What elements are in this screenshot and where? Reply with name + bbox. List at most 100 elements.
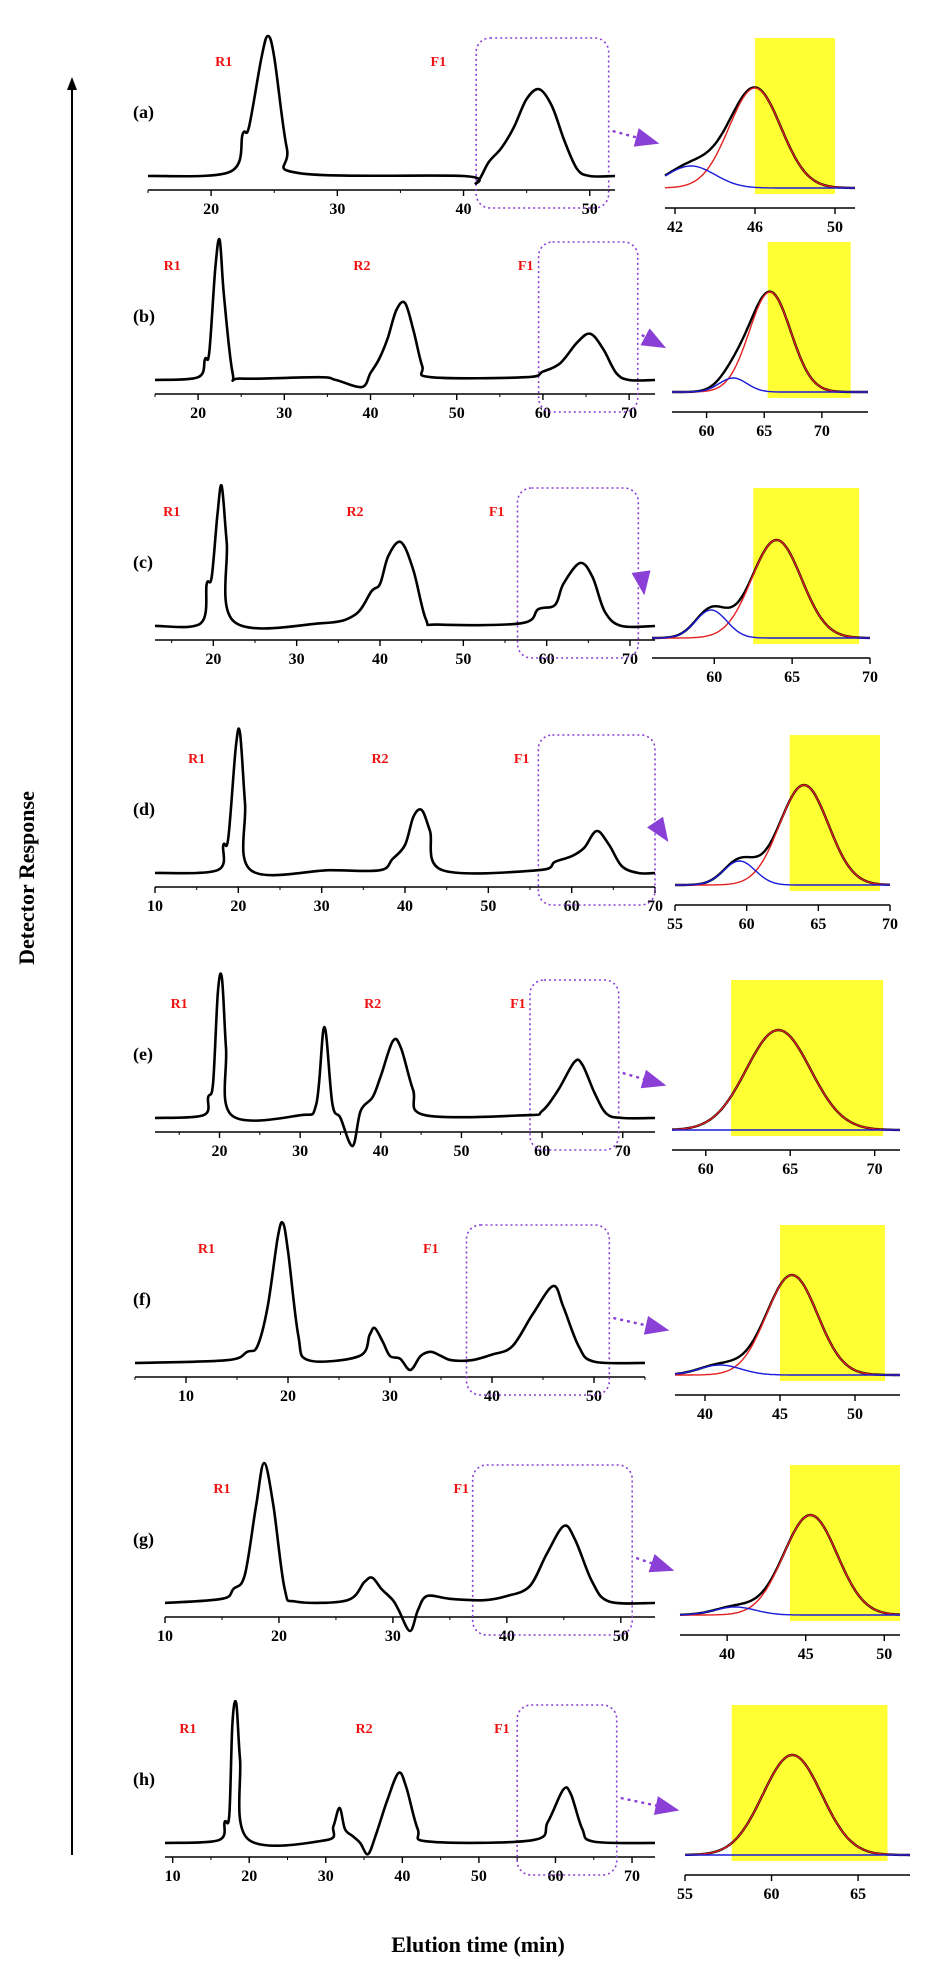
main-tick-label: 60	[564, 898, 580, 915]
main-tick-label: 30	[385, 1628, 401, 1645]
f1-selection-box	[537, 241, 639, 413]
integration-highlight	[789, 735, 880, 891]
inset-tick-label: 65	[784, 669, 800, 686]
inset-blue-fit	[679, 1606, 900, 1616]
main-tick-label: 20	[271, 1628, 287, 1645]
zoom-arrow	[631, 570, 651, 596]
peak-label-f1: F1	[494, 1722, 510, 1737]
x-axis-label: Elution time (min)	[391, 1932, 565, 1957]
peak-label-f1: F1	[423, 1242, 439, 1257]
f1-selection-box	[465, 1224, 611, 1396]
panel-c: (c) 20 30 40 50 60 70 R1 R2 F1 60 65 70	[133, 483, 878, 686]
zoom-arrow	[647, 816, 669, 842]
inset-tick-label: 45	[798, 1646, 814, 1663]
zoom-arrow	[640, 328, 667, 349]
peak-label-r1: R1	[215, 55, 232, 70]
main-tick-label: 10	[178, 1388, 194, 1405]
integration-highlight	[767, 242, 851, 398]
main-tick-label: 10	[157, 1628, 173, 1645]
panel-label: (f)	[133, 1289, 151, 1310]
chromatogram-line	[147, 34, 616, 185]
f1-selection-box	[529, 979, 620, 1151]
inset-red-fit	[684, 1754, 910, 1856]
peak-label-r1: R1	[198, 1242, 215, 1257]
panels-group: (a) 20 30 40 50 R1 F1 42 46 50 (b) 20 30 40 50 60 70 R1 R2…	[133, 34, 910, 1903]
panel-f: (f) 10 20 30 40 50 R1 F1 40 45 50	[133, 1220, 900, 1423]
main-tick-label: 70	[647, 898, 663, 915]
panel-d: (d) 10 20 30 40 50 60 70 R1 R2 F1 55 60 65 70	[133, 727, 898, 933]
inset-red-fit	[671, 1029, 900, 1131]
main-tick-label: 40	[397, 898, 413, 915]
chromatogram-line	[154, 237, 656, 389]
inset-tick-label: 65	[782, 1161, 798, 1178]
inset-tick-label: 50	[876, 1646, 892, 1663]
peak-label-r2: R2	[353, 259, 370, 274]
main-tick-label: 50	[449, 405, 465, 422]
main-tick-label: 70	[624, 1868, 640, 1885]
f1-selection-box	[471, 1464, 634, 1636]
main-tick-label: 30	[276, 405, 292, 422]
main-tick-label: 10	[147, 898, 163, 915]
inset-tick-label: 40	[719, 1646, 735, 1663]
main-tick-label: 30	[314, 898, 330, 915]
y-axis-label: Detector Response	[14, 791, 39, 965]
main-tick-label: 60	[534, 1143, 550, 1160]
zoom-arrow	[635, 1554, 675, 1573]
integration-highlight	[755, 38, 835, 194]
inset-tick-label: 70	[882, 916, 898, 933]
main-tick-label: 20	[280, 1388, 296, 1405]
inset-blue-fit	[652, 609, 870, 639]
inset-tick-label: 60	[698, 1161, 714, 1178]
f1-selection-box	[516, 1704, 618, 1876]
zoom-arrow	[620, 1796, 680, 1815]
inset-tick-label: 46	[747, 219, 763, 236]
main-tick-label: 40	[363, 405, 379, 422]
panel-label: (a)	[133, 102, 154, 123]
integration-highlight	[731, 1705, 888, 1861]
inset-tick-label: 50	[827, 219, 843, 236]
f1-selection-box	[516, 487, 640, 659]
peak-label-f1: F1	[518, 259, 534, 274]
peak-label-r1: R1	[171, 997, 188, 1012]
peak-label-r1: R1	[164, 259, 181, 274]
main-tick-label: 60	[539, 651, 555, 668]
panel-label: (e)	[133, 1044, 153, 1065]
inset-tick-label: 55	[667, 916, 683, 933]
inset-tick-label: 60	[764, 1886, 780, 1903]
panel-label: (b)	[133, 306, 155, 327]
integration-highlight	[780, 1225, 885, 1381]
main-tick-label: 60	[547, 1868, 563, 1885]
main-tick-label: 30	[292, 1143, 308, 1160]
main-tick-label: 70	[615, 1143, 631, 1160]
inset-tick-label: 40	[697, 1406, 713, 1423]
main-tick-label: 30	[382, 1388, 398, 1405]
inset-tick-label: 60	[706, 669, 722, 686]
inset-blue-fit	[672, 377, 868, 393]
main-tick-label: 40	[484, 1388, 500, 1405]
panel-a: (a) 20 30 40 50 R1 F1 42 46 50	[133, 34, 855, 236]
inset-tick-label: 50	[847, 1406, 863, 1423]
main-tick-label: 20	[203, 201, 219, 218]
chromatogram-line	[164, 1699, 656, 1856]
main-tick-label: 50	[471, 1868, 487, 1885]
inset-tick-label: 45	[772, 1406, 788, 1423]
zoom-arrow	[613, 1315, 670, 1335]
peak-label-f1: F1	[514, 752, 530, 767]
y-axis-arrowhead	[67, 77, 77, 90]
inset-tick-label: 65	[850, 1886, 866, 1903]
main-tick-label: 50	[453, 1143, 469, 1160]
main-tick-label: 40	[394, 1868, 410, 1885]
peak-label-f1: F1	[489, 505, 505, 520]
panel-b: (b) 20 30 40 50 60 70 R1 R2 F1 60 65 70	[133, 237, 868, 440]
inset-blue-fit	[675, 860, 890, 886]
main-tick-label: 50	[586, 1388, 602, 1405]
zoom-arrow	[622, 1069, 667, 1089]
peak-label-r2: R2	[356, 1722, 373, 1737]
inset-red-fit	[680, 1514, 901, 1616]
inset-tick-label: 55	[677, 1886, 693, 1903]
peak-label-r1: R1	[163, 505, 180, 520]
panel-h: (h) 10 20 30 40 50 60 70 R1 R2 F1 55 60 65	[133, 1699, 910, 1903]
panel-label: (g)	[133, 1529, 154, 1550]
main-tick-label: 20	[230, 898, 246, 915]
